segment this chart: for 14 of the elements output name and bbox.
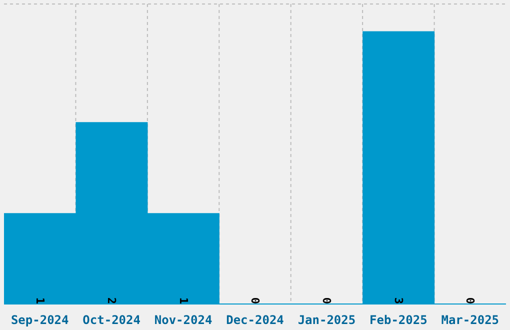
x-tick-label: Mar-2025 <box>441 313 500 327</box>
data-label: 1 <box>176 297 190 304</box>
x-tick-label: Feb-2025 <box>370 313 428 327</box>
x-tick-label: Nov-2024 <box>154 313 212 327</box>
data-label: 2 <box>105 297 118 304</box>
data-label: 0 <box>464 297 477 304</box>
x-tick-label: Oct-2024 <box>82 313 140 327</box>
x-tick-label: Jan-2025 <box>298 313 356 327</box>
data-label: 0 <box>320 297 334 304</box>
x-tick-label: Sep-2024 <box>10 313 69 327</box>
data-label: 0 <box>248 297 262 304</box>
x-tick-label: Dec-2024 <box>226 313 284 327</box>
data-label: 3 <box>392 297 405 304</box>
data-label: 1 <box>33 297 46 304</box>
